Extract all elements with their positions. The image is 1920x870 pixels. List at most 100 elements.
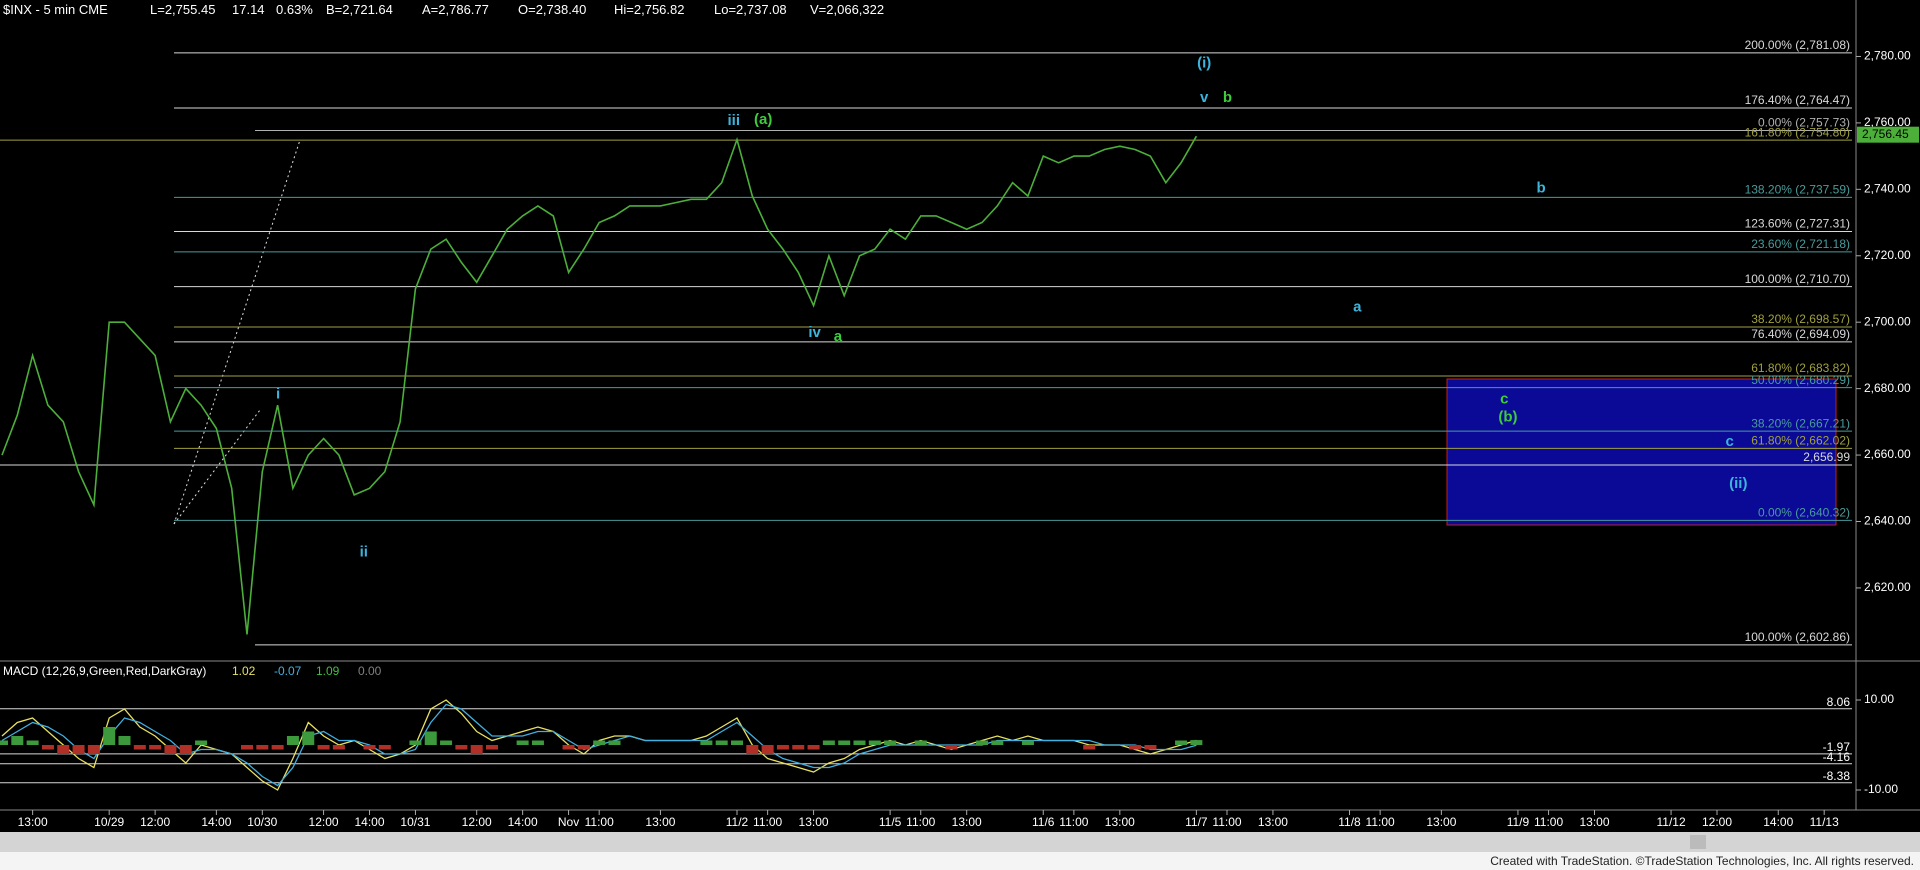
macd-histogram-bar bbox=[195, 740, 208, 745]
fib-level-label: 76.40% (2,694.09) bbox=[1751, 327, 1850, 341]
x-tick-label: 13:00 bbox=[18, 815, 48, 829]
x-tick-label: 10/31 bbox=[400, 815, 430, 829]
macd-histogram-bar bbox=[822, 740, 835, 745]
x-tick-label: 11/9 bbox=[1507, 815, 1530, 829]
x-tick-label: 13:00 bbox=[645, 815, 675, 829]
ask: A=2,786.77 bbox=[422, 2, 489, 17]
trend-line bbox=[173, 139, 301, 525]
macd-histogram-bar bbox=[424, 731, 437, 745]
y-tick-label: 2,680.00 bbox=[1864, 381, 1911, 395]
macd-histogram-bar bbox=[470, 745, 483, 754]
x-tick-label: 11:00 bbox=[1059, 815, 1088, 829]
x-tick-label: 11/13 bbox=[1810, 815, 1839, 829]
scroll-thumb[interactable] bbox=[1690, 835, 1706, 849]
macd-histogram-bar bbox=[0, 740, 8, 745]
macd-histogram-bar bbox=[57, 745, 70, 754]
macd-histogram-bar bbox=[486, 745, 498, 750]
macd-histogram-bar bbox=[133, 745, 146, 750]
macd-histogram-bar bbox=[976, 740, 988, 745]
wave-label: c bbox=[1726, 433, 1734, 450]
fib-level-label: 138.20% (2,737.59) bbox=[1745, 183, 1850, 197]
fib-level-label: 0.00% (2,757.73) bbox=[1758, 116, 1850, 130]
net-change: 17.14 bbox=[232, 2, 265, 17]
wave-label: b bbox=[1223, 89, 1232, 106]
wave-label: ii bbox=[360, 543, 368, 560]
macd-histogram-bar bbox=[516, 740, 529, 745]
macd-histogram-bar bbox=[884, 740, 897, 745]
x-tick-label: 11/5 bbox=[879, 815, 902, 829]
y-tick-label: 2,720.00 bbox=[1864, 248, 1911, 262]
x-tick-label: 11:00 bbox=[1366, 815, 1395, 829]
fib-level-label: 161.80% (2,754.80) bbox=[1745, 125, 1850, 139]
x-tick-label: 13:00 bbox=[1105, 815, 1135, 829]
macd-histogram-bar bbox=[700, 740, 713, 745]
macd-histogram-bar bbox=[776, 745, 789, 750]
macd-histogram-bar bbox=[149, 745, 162, 750]
header: $INX - 5 min CME L=2,755.45 17.14 0.63% … bbox=[3, 2, 884, 17]
macd-histogram-bar bbox=[409, 740, 422, 745]
x-tick-label: 11/2 bbox=[726, 815, 749, 829]
macd-histogram-bar bbox=[378, 745, 391, 750]
last: L=2,755.45 bbox=[150, 2, 215, 17]
macd-histogram-bar bbox=[1129, 745, 1142, 750]
wave-label: (b) bbox=[1498, 409, 1517, 426]
wave-label: (ii) bbox=[1729, 475, 1747, 492]
x-tick-label: 11:00 bbox=[906, 815, 935, 829]
wave-label: a bbox=[1353, 298, 1362, 315]
macd-histogram-bar bbox=[1021, 740, 1034, 745]
macd-histogram-bar bbox=[179, 745, 192, 754]
target-box bbox=[1446, 378, 1837, 526]
macd-histogram-bar bbox=[608, 740, 621, 745]
macd-histogram-bar bbox=[945, 745, 958, 750]
macd-histogram-bar bbox=[868, 740, 881, 745]
fib-level-label: 23.60% (2,721.18) bbox=[1751, 237, 1850, 251]
macd-histogram-bar bbox=[302, 731, 315, 745]
x-tick-label: 11:00 bbox=[1534, 815, 1563, 829]
y-tick-label: 2,780.00 bbox=[1864, 49, 1911, 63]
last-price-box bbox=[1857, 126, 1919, 143]
fib-level-label: 123.60% (2,727.31) bbox=[1745, 217, 1850, 231]
macd-histogram-bar bbox=[440, 740, 453, 745]
macd-histogram-bar bbox=[118, 736, 131, 745]
macd-histogram-bar bbox=[853, 740, 866, 745]
wave-label: a bbox=[834, 328, 843, 345]
x-tick-label: 14:00 bbox=[1763, 815, 1793, 829]
fib-level-label: 38.20% (2,667.21) bbox=[1751, 416, 1850, 430]
y-tick-label: 2,760.00 bbox=[1864, 115, 1911, 129]
x-tick-label: 12:00 bbox=[462, 815, 492, 829]
fib-level-label: 50.00% (2,680.29) bbox=[1751, 373, 1850, 387]
x-tick-label: 13:00 bbox=[1426, 815, 1456, 829]
macd-histogram-bar bbox=[241, 745, 253, 750]
scrollbar[interactable] bbox=[0, 832, 1920, 852]
trend-line bbox=[173, 409, 261, 525]
macd-readout: 0.00 bbox=[358, 664, 382, 678]
x-tick-label: 14:00 bbox=[354, 815, 384, 829]
volume: V=2,066,322 bbox=[810, 2, 884, 17]
y-tick-label: -10.00 bbox=[1864, 782, 1898, 796]
y-tick-label: 10.00 bbox=[1864, 692, 1894, 706]
wave-label: (a) bbox=[754, 111, 772, 128]
macd-histogram-bar bbox=[715, 740, 728, 745]
x-tick-label: 14:00 bbox=[508, 815, 538, 829]
x-tick-label: 13:00 bbox=[952, 815, 982, 829]
symbol: $INX - 5 min CME bbox=[3, 2, 108, 17]
macd-histogram-bar bbox=[577, 745, 590, 750]
high: Hi=2,756.82 bbox=[614, 2, 684, 17]
macd-histogram-bar bbox=[1190, 740, 1203, 745]
macd-histogram-bar bbox=[562, 745, 575, 750]
y-tick-label: 2,620.00 bbox=[1864, 580, 1911, 594]
macd-histogram-bar bbox=[792, 745, 805, 750]
macd-readout: -0.07 bbox=[274, 664, 302, 678]
footer-bar bbox=[0, 852, 1920, 870]
macd-level-label: -4.16 bbox=[1823, 750, 1851, 764]
x-tick-label: 11:00 bbox=[585, 815, 614, 829]
y-tick-label: 2,660.00 bbox=[1864, 447, 1911, 461]
wave-label: iv bbox=[808, 324, 821, 341]
x-tick-label: 13:00 bbox=[799, 815, 829, 829]
macd-histogram-bar bbox=[991, 740, 1004, 745]
macd-level-label: -1.97 bbox=[1823, 740, 1851, 754]
x-tick-label: 11/12 bbox=[1656, 815, 1685, 829]
fib-level-label: 61.80% (2,662.02) bbox=[1751, 434, 1850, 448]
x-tick-label: 12:00 bbox=[1702, 815, 1732, 829]
